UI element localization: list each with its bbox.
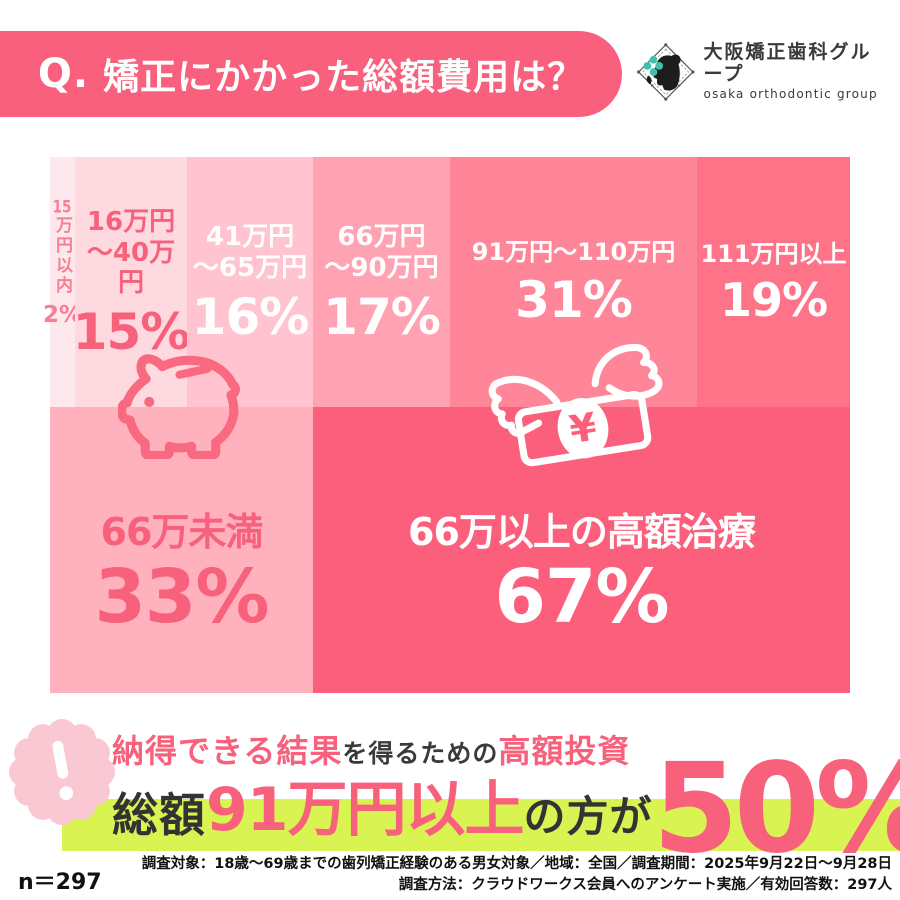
- callout-text: 総額: [112, 788, 206, 842]
- callout-percent: 50%: [652, 737, 900, 881]
- segment-value: 17%: [323, 287, 441, 346]
- logo-name-en: osaka orthodontic group: [703, 86, 878, 101]
- survey-notes: 調査対象：18歳〜69歳までの歯列矯正経験のある男女対象／地域：全国／調査期間：…: [142, 854, 892, 896]
- group-value: 67%: [494, 553, 669, 640]
- segment-value: 31%: [515, 270, 633, 329]
- flying-money-icon: ¥: [488, 343, 663, 467]
- pig-eye: [144, 396, 155, 408]
- callout-line2: 総額 91万円以上 の方が 50% 以 上: [112, 724, 900, 871]
- callout-amount: 91万円以上: [206, 775, 524, 845]
- piggy-bank-icon: [118, 354, 240, 459]
- segment-label: 41万円 〜65万円: [192, 222, 308, 283]
- group-label: 66万未満: [100, 510, 264, 555]
- callout-keyword: 納得できる結果: [112, 732, 343, 770]
- highlight-bar: [62, 799, 900, 851]
- segment-value: 16%: [191, 287, 310, 346]
- segment-91-110: 91万円〜110万円 31%: [450, 157, 697, 407]
- group-under-66: 66万未満 33%: [50, 407, 313, 693]
- segment-under-15: 15万円以内 2%: [43, 157, 82, 407]
- segment-label: 15万円以内: [52, 199, 72, 296]
- callout-connector: を得るための: [342, 739, 499, 768]
- segment-value: 2%: [42, 302, 83, 328]
- page-title: 矯正にかかった総額費用は？: [103, 57, 585, 98]
- cost-distribution-chart: 15万円以内 2% 16万円 〜40万円 15% 41万円 〜65万円 16% 66…: [43, 157, 850, 693]
- survey-note-line1: 調査対象：18歳〜69歳までの歯列矯正経験のある男女対象／地域：全国／調査期間：…: [141, 856, 892, 872]
- segment-value: 19%: [719, 272, 828, 327]
- segment-value: 15%: [72, 303, 191, 361]
- callout-keyword: 高額投資: [498, 732, 631, 770]
- group-value: 33%: [94, 553, 269, 640]
- logo-diamond-icon: [637, 43, 695, 101]
- question-prefix: Q.: [37, 51, 90, 97]
- callout-text: の方が: [523, 792, 653, 841]
- segment-label: 91万円〜110万円: [471, 238, 676, 267]
- segment-label: 66万円 〜90万円: [324, 222, 439, 283]
- chart-top-row: 15万円以内 2% 16万円 〜40万円 15% 41万円 〜65万円 16% 66…: [43, 157, 850, 407]
- segment-label: 16万円 〜40万円: [86, 206, 176, 299]
- segment-label: 111万円以上: [700, 240, 847, 269]
- sample-size: n＝297: [18, 870, 102, 895]
- question-banner: Q. 矯正にかかった総額費用は？: [0, 31, 622, 117]
- callout-line1: 納得できる結果 を得るための 高額投資: [112, 726, 630, 772]
- logo-name-ja: 大阪矯正歯科グループ: [703, 41, 872, 86]
- group-label: 66万以上の高額治療: [408, 510, 756, 555]
- exclamation-badge-icon: [8, 718, 116, 826]
- exclamation-mark: [52, 740, 74, 801]
- segment-66-90: 66万円 〜90万円 17%: [313, 157, 450, 407]
- brand-logo: 大阪矯正歯科グループ osaka orthodontic group: [636, 38, 892, 106]
- segment-16-40: 16万円 〜40万円 15%: [72, 157, 191, 407]
- segment-over-111: 111万円以上 19%: [697, 157, 850, 407]
- coin-slot: [175, 364, 212, 379]
- survey-note-line2: 調査方法：クラウドワークス会員へのアンケート実施／有効回答数：297人: [398, 877, 892, 893]
